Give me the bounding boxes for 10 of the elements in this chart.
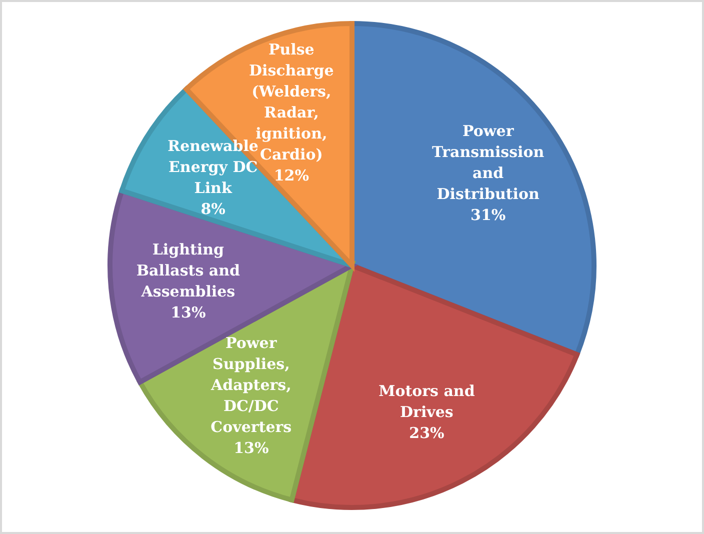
data-label: 31%	[470, 206, 506, 224]
slice-label: Motors and Drives	[378, 382, 476, 422]
data-label: 13%	[170, 303, 206, 322]
data-label: 12%	[274, 166, 309, 184]
slice-label: Power Transmission and Distribution	[432, 122, 544, 204]
data-label: 13%	[234, 439, 269, 458]
data-label: 23%	[409, 424, 444, 442]
slice-label: Lighting Ballasts and Assemblies	[136, 240, 241, 300]
data-label: 8%	[200, 200, 226, 218]
slice-label: Power Supplies, Adapters, DC/DC Coverters	[210, 334, 292, 436]
